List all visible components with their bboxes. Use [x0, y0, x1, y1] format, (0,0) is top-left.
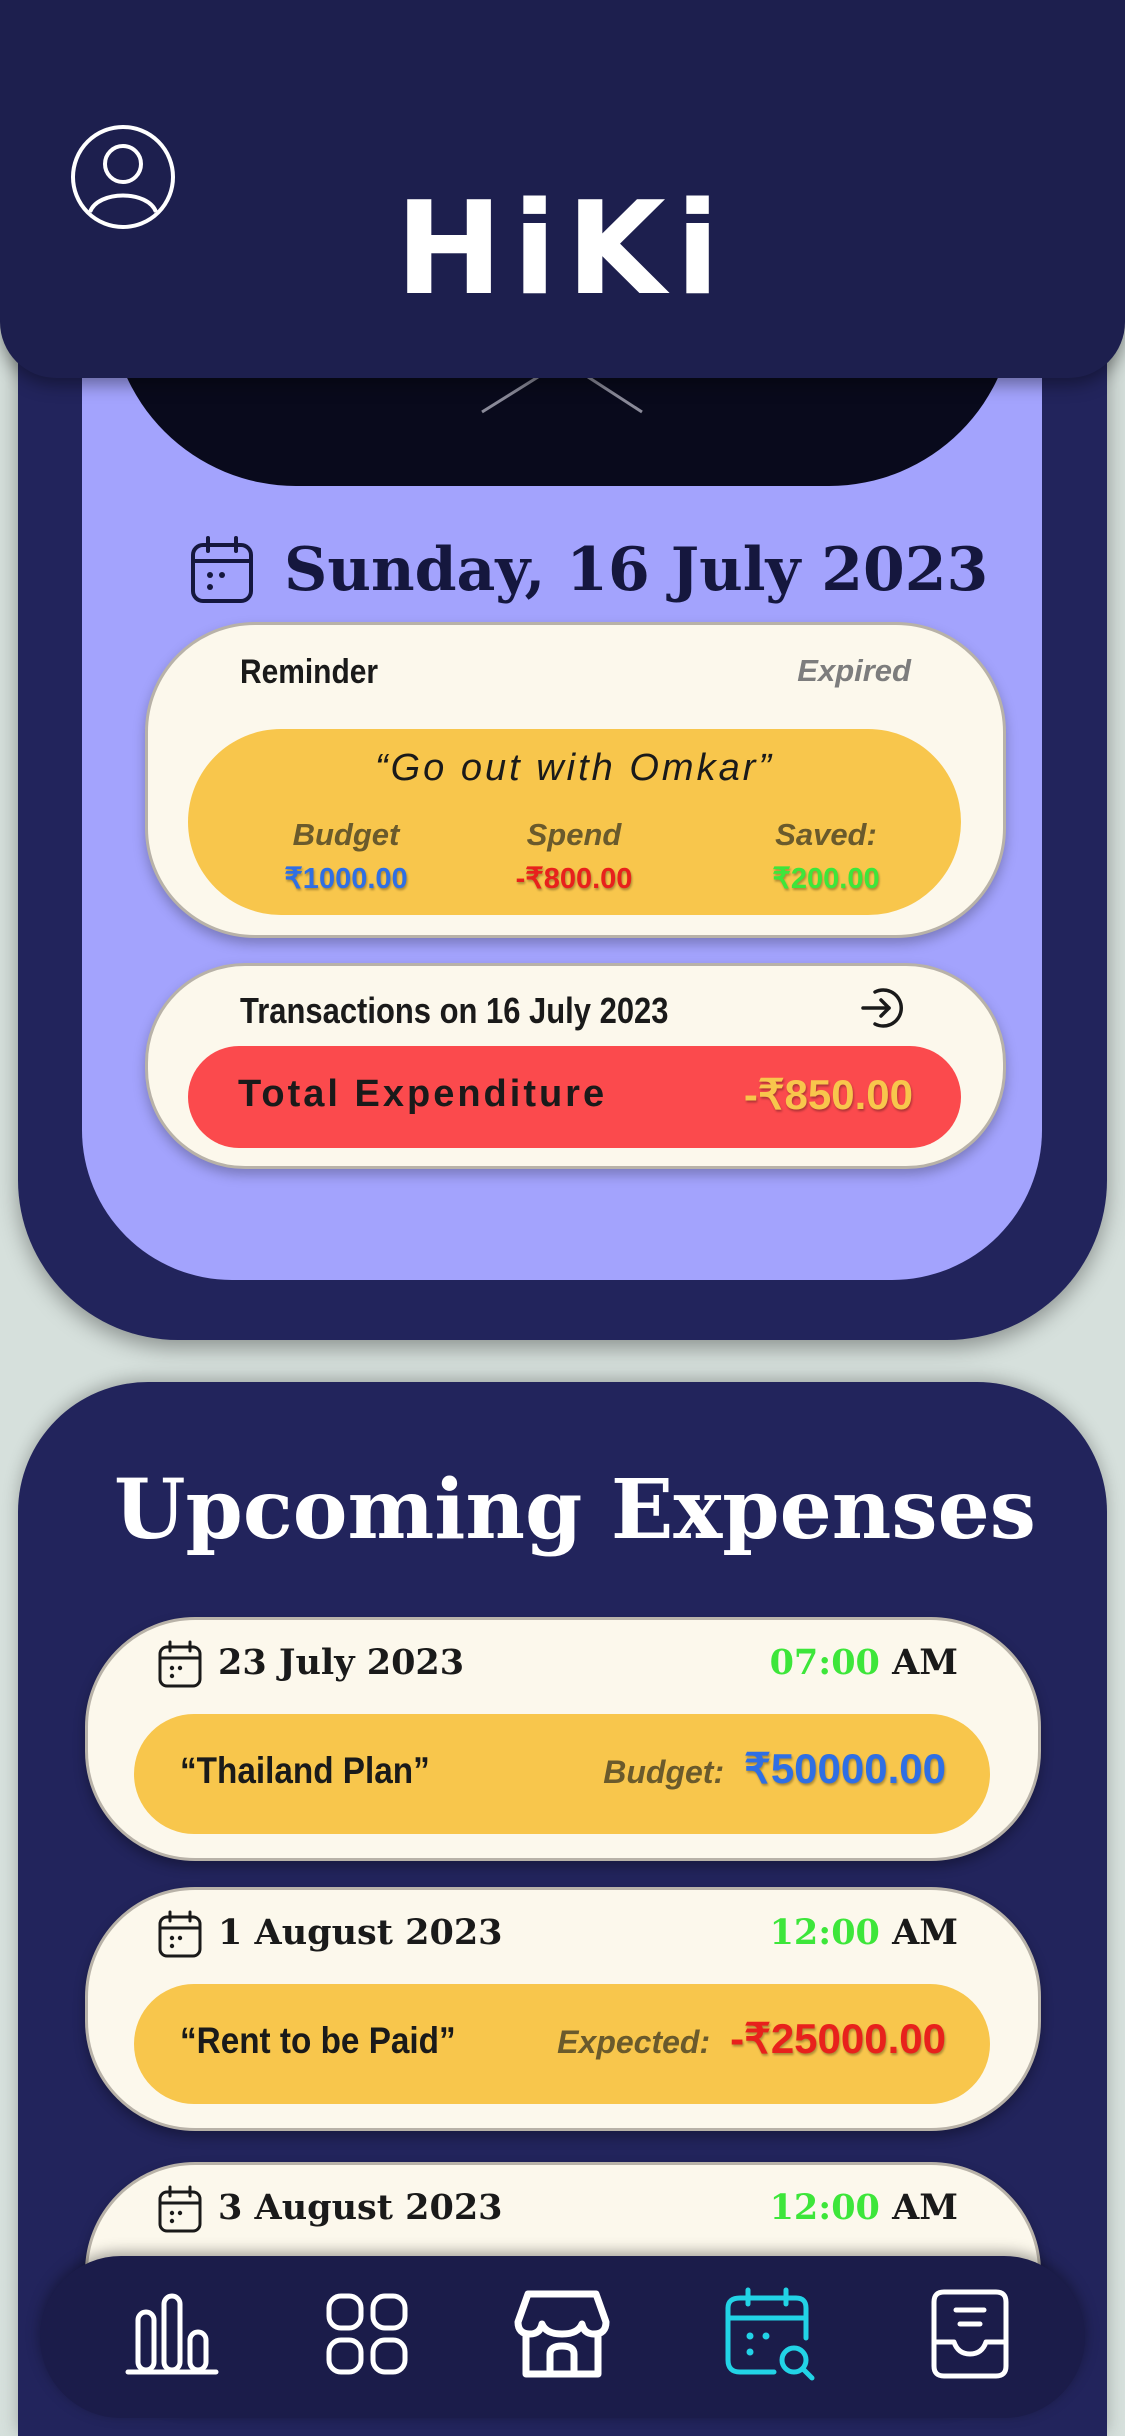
- budget-label: Budget: [292, 817, 400, 852]
- spend-value: -₹800.00: [515, 863, 633, 895]
- expense-time-ampm: AM: [892, 1912, 958, 1953]
- spend-label: Spend: [526, 817, 622, 852]
- saved-label: Saved:: [775, 817, 877, 852]
- calendar-search-icon[interactable]: [718, 2284, 818, 2384]
- transactions-title: Transactions on 16 July 2023: [240, 990, 669, 1031]
- expense-details: “Thailand Plan” Budget: ₹50000.00: [134, 1714, 990, 1834]
- expense-time: 07:00 AM: [770, 1642, 958, 1683]
- reminder-title: “Go out with Omkar”: [374, 747, 775, 789]
- budget-stat: Budget ₹1000.00: [236, 817, 456, 896]
- user-circle-icon[interactable]: [70, 124, 176, 230]
- expense-time-value: 12:00: [769, 1912, 880, 1953]
- expense-amount-label: Budget:: [603, 1754, 725, 1790]
- expense-time-value: 12:00: [769, 2187, 880, 2228]
- notch-decoration: [481, 375, 643, 414]
- transactions-card[interactable]: Transactions on 16 July 2023 Total Expen…: [145, 963, 1006, 1169]
- expense-time-ampm: AM: [892, 1642, 958, 1683]
- today-date: Sunday, 16 July 2023: [284, 535, 989, 605]
- bottom-nav: [40, 2256, 1085, 2418]
- app-header: HiKi: [0, 0, 1125, 378]
- total-expenditure-pill: Total Expenditure -₹850.00: [188, 1046, 961, 1148]
- budget-value: ₹1000.00: [284, 863, 408, 895]
- expense-name: “Thailand Plan”: [180, 1750, 430, 1791]
- bar-chart-icon[interactable]: [122, 2284, 222, 2384]
- saved-stat: Saved: ₹200.00: [716, 817, 936, 896]
- expense-details: “Rent to be Paid” Expected: -₹25000.00: [134, 1984, 990, 2104]
- expense-amount-label: Expected:: [557, 2024, 711, 2060]
- expense-amount-group: Budget: ₹50000.00: [603, 1744, 946, 1793]
- status-badge: Expired: [797, 653, 911, 688]
- section-title: Upcoming Expenses: [114, 1462, 1036, 1558]
- expense-card[interactable]: 1 August 2023 12:00 AM “Rent to be Paid”…: [85, 1887, 1041, 2131]
- expense-date: 1 August 2023: [218, 1912, 503, 1953]
- arrow-right-circle-icon[interactable]: [857, 984, 905, 1032]
- calendar-icon: [158, 2185, 202, 2233]
- calendar-icon: [191, 536, 253, 603]
- total-expenditure-value: -₹850.00: [743, 1071, 913, 1118]
- expense-amount: -₹25000.00: [730, 2015, 946, 2062]
- expense-time: 12:00 AM: [770, 2187, 958, 2228]
- calendar-icon: [158, 1640, 202, 1688]
- app-title: HiKi: [395, 175, 730, 324]
- expense-time-value: 07:00: [769, 1642, 880, 1683]
- store-icon[interactable]: [512, 2284, 612, 2384]
- reminder-details: “Go out with Omkar” Budget ₹1000.00 Spen…: [188, 729, 961, 915]
- reminder-label: Reminder: [240, 653, 379, 691]
- inbox-icon[interactable]: [920, 2284, 1020, 2384]
- expense-date: 3 August 2023: [218, 2187, 503, 2228]
- today-date-row: Sunday, 16 July 2023: [190, 530, 988, 610]
- expense-time-ampm: AM: [892, 2187, 958, 2228]
- spend-stat: Spend -₹800.00: [464, 817, 684, 896]
- expense-amount-group: Expected: -₹25000.00: [557, 2014, 946, 2063]
- saved-value: ₹200.00: [772, 863, 880, 895]
- expense-amount: ₹50000.00: [744, 1745, 946, 1792]
- expense-card[interactable]: 23 July 2023 07:00 AM “Thailand Plan” Bu…: [85, 1617, 1041, 1861]
- expense-time: 12:00 AM: [770, 1912, 958, 1953]
- expense-date: 23 July 2023: [218, 1642, 465, 1683]
- reminder-card[interactable]: Reminder Expired “Go out with Omkar” Bud…: [145, 622, 1006, 938]
- grid-icon[interactable]: [317, 2284, 417, 2384]
- total-expenditure-label: Total Expenditure: [238, 1073, 608, 1115]
- calendar-icon: [158, 1910, 202, 1958]
- expense-name: “Rent to be Paid”: [180, 2020, 456, 2061]
